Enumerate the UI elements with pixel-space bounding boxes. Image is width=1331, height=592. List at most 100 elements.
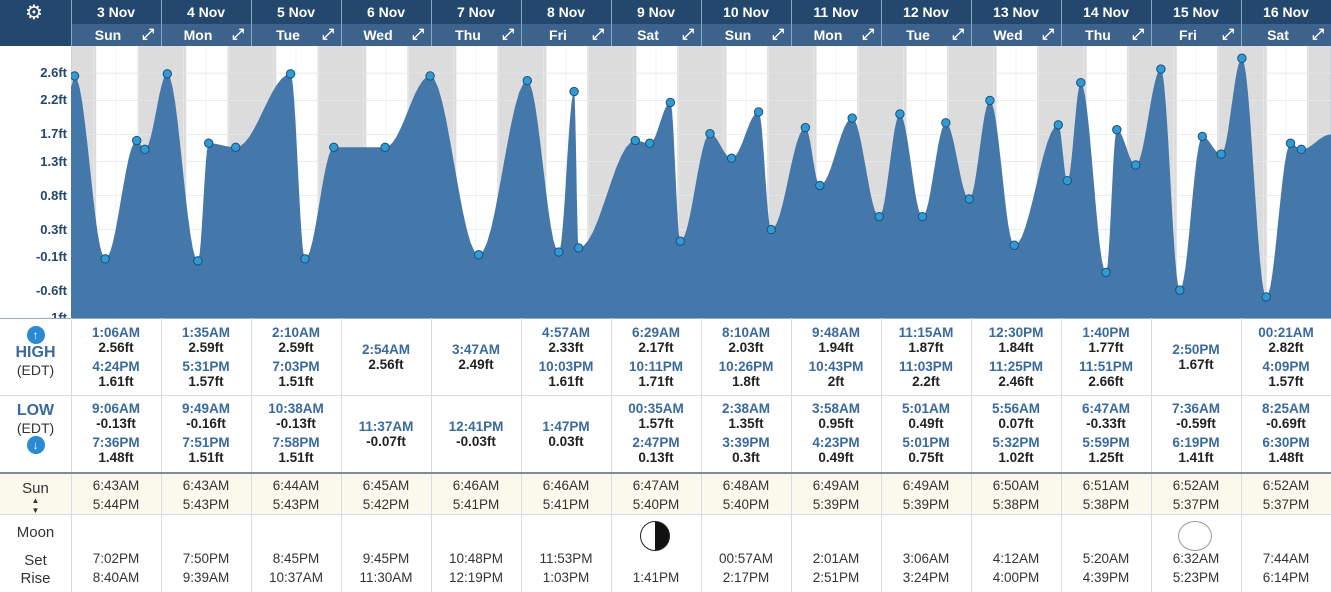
tide-point[interactable] (1053, 120, 1063, 130)
tide-point[interactable] (766, 224, 776, 235)
day-tab[interactable]: Fri ⤢ (1151, 24, 1240, 46)
tide-point[interactable] (231, 142, 241, 153)
expand-icon[interactable]: ⤢ (231, 26, 244, 43)
tide-point[interactable] (1285, 138, 1296, 148)
tide-point[interactable] (131, 135, 142, 146)
tide-point[interactable] (140, 144, 150, 155)
tide-point[interactable] (895, 109, 905, 119)
expand-icon[interactable]: ⤢ (681, 26, 694, 43)
tide-point[interactable] (815, 180, 825, 191)
tide-point[interactable] (665, 97, 676, 108)
tide-point[interactable] (425, 71, 435, 81)
gear-icon[interactable]: ⚙ (25, 2, 43, 24)
day-tab[interactable]: Mon ⤢ (791, 24, 880, 46)
day-row: Sun ⤢ Mon ⤢ Tue ⤢ Wed ⤢ Thu ⤢ Fri ⤢ Sat ⤢ Sun ⤢ Mon ⤢ Tue ⤢… (71, 24, 1331, 46)
tide-point[interactable] (1112, 124, 1122, 135)
expand-icon[interactable]: ⤢ (951, 26, 964, 43)
tide-point[interactable] (985, 95, 995, 106)
arrow-up-icon: ↑ (26, 326, 45, 344)
low-tide-time: 5:01PM (902, 435, 950, 450)
tide-point[interactable] (941, 118, 951, 128)
tide-point[interactable] (917, 211, 928, 222)
expand-icon[interactable]: ⤢ (771, 26, 784, 43)
tide-point[interactable] (1197, 131, 1208, 142)
day-tab[interactable]: Tue ⤢ (881, 24, 970, 46)
day-tab[interactable]: Sun ⤢ (71, 24, 160, 46)
expand-icon[interactable]: ⤢ (591, 26, 604, 43)
expand-icon[interactable]: ⤢ (141, 26, 154, 43)
tide-point[interactable] (204, 138, 214, 148)
high-tide-entry: 10:11PM 1.71ft (612, 359, 700, 389)
tide-point[interactable] (100, 254, 110, 264)
tide-point[interactable] (705, 129, 715, 139)
tide-point[interactable] (162, 69, 173, 79)
day-tab[interactable]: Thu ⤢ (431, 24, 520, 46)
tide-point[interactable] (71, 71, 80, 81)
expand-icon[interactable]: ⤢ (1311, 26, 1324, 43)
high-tide-cell: 1:06AM 2.56ft 4:24PM 1.61ft (71, 318, 160, 395)
tide-point[interactable] (847, 113, 857, 123)
sunrise-time: 6:43AM (92, 478, 140, 493)
tide-point[interactable] (1009, 240, 1019, 250)
low-tide-time: 2:47PM (632, 435, 680, 450)
day-tab[interactable]: Tue ⤢ (251, 24, 340, 46)
tide-point[interactable] (1237, 53, 1247, 63)
tide-point[interactable] (645, 138, 655, 148)
tide-point[interactable] (1216, 149, 1226, 159)
high-tide-time: 11:51PM (1078, 359, 1134, 374)
tide-point[interactable] (675, 236, 685, 246)
day-tab[interactable]: Thu ⤢ (1061, 24, 1150, 46)
day-tab[interactable]: Sat ⤢ (1241, 24, 1330, 46)
moonrise-time: 9:39AM (182, 570, 230, 585)
low-tide-time: 9:49AM (181, 401, 230, 416)
moonset-time: 7:44AM (1262, 551, 1310, 566)
expand-icon[interactable]: ⤢ (321, 26, 334, 43)
tide-point[interactable] (630, 135, 640, 146)
day-tab[interactable]: Sun ⤢ (701, 24, 790, 46)
date-cell: 8 Nov (521, 0, 610, 24)
tide-point[interactable] (300, 254, 310, 264)
day-tab[interactable]: Mon ⤢ (161, 24, 250, 46)
tide-point[interactable] (1261, 292, 1271, 302)
tide-point[interactable] (380, 142, 390, 153)
tide-point[interactable] (1296, 144, 1307, 155)
tide-point[interactable] (1101, 267, 1111, 278)
tide-point[interactable] (753, 107, 764, 117)
day-tab[interactable]: Fri ⤢ (521, 24, 610, 46)
expand-icon[interactable]: ⤢ (861, 26, 874, 43)
sunset-time: 5:41PM (542, 497, 590, 512)
tide-point[interactable] (874, 211, 884, 222)
expand-icon[interactable]: ⤢ (1041, 26, 1054, 43)
day-tab[interactable]: Sat ⤢ (611, 24, 700, 46)
high-tide-time: 10:11PM (628, 359, 684, 374)
day-tab[interactable]: Wed ⤢ (971, 24, 1060, 46)
tide-point[interactable] (474, 250, 484, 260)
day-label: Sun (94, 27, 122, 43)
low-tide-height: -0.59ft (1176, 416, 1216, 431)
tide-point[interactable] (1131, 160, 1141, 170)
sunrise-time: 6:49AM (812, 478, 860, 493)
sunset-time: 5:42PM (362, 497, 410, 512)
expand-icon[interactable]: ⤢ (1131, 26, 1144, 43)
expand-icon[interactable]: ⤢ (501, 26, 514, 43)
tide-point[interactable] (285, 69, 296, 79)
expand-icon[interactable]: ⤢ (411, 26, 424, 43)
tide-point[interactable] (329, 142, 339, 153)
day-tab[interactable]: Wed ⤢ (341, 24, 430, 46)
tide-table: ↑ HIGH (EDT) LOW (EDT) ↓ Sun ▲ ▼ Moon Set… (0, 318, 1331, 592)
tide-point[interactable] (1175, 285, 1185, 295)
tide-point[interactable] (726, 153, 737, 163)
tide-point[interactable] (522, 75, 532, 86)
tide-point[interactable] (1062, 175, 1072, 186)
tide-point[interactable] (554, 247, 564, 257)
tide-point[interactable] (573, 243, 584, 253)
tide-point[interactable] (569, 86, 579, 97)
expand-icon[interactable]: ⤢ (1221, 26, 1234, 43)
moon-cell: 7:44AM 6:14PM (1241, 515, 1330, 592)
tide-point[interactable] (1076, 78, 1086, 88)
tide-point[interactable] (193, 256, 203, 266)
tide-point[interactable] (1156, 64, 1166, 74)
high-tide-cell: 9:48AM 1.94ft 10:43PM 2ft (791, 318, 880, 395)
tide-point[interactable] (964, 194, 974, 204)
tide-point[interactable] (800, 122, 811, 133)
